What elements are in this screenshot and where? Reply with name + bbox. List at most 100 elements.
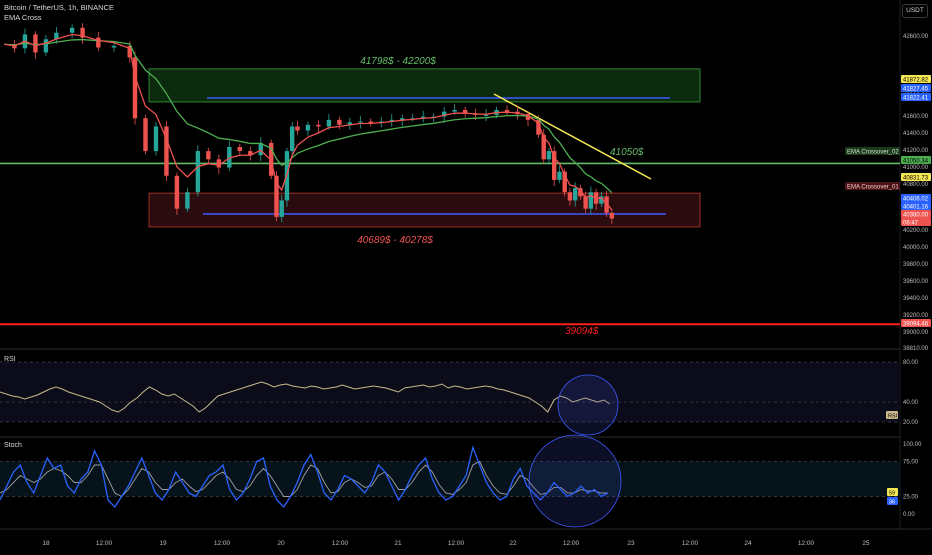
currency-unit-button[interactable]: USDT [902, 4, 928, 18]
top-zone-label: 41798$ - 42200$ [360, 56, 436, 67]
candle-body [462, 110, 468, 114]
candle-body [153, 126, 159, 152]
candle-body [33, 34, 38, 53]
indicator-title[interactable]: EMA Cross [4, 13, 42, 22]
candle-body [483, 114, 489, 116]
price-tick-label: 40800.00 [903, 182, 929, 188]
ema-fast-line [3, 33, 613, 211]
candle-body [536, 119, 541, 135]
rsi-tick-label: 80.00 [903, 360, 919, 366]
price-tag-bg [845, 147, 900, 155]
time-tick-label: 18 [42, 540, 50, 547]
time-tick-label: 12:00 [798, 540, 815, 547]
price-tag-text: 39094.46 [903, 321, 929, 327]
price-tag-text: 41872.82 [903, 77, 929, 83]
candle-body [599, 196, 604, 204]
rsi-band [0, 362, 900, 422]
rsi-title: RSI [4, 356, 16, 363]
price-tag-bg [901, 156, 931, 164]
time-tick-label: 12:00 [682, 540, 699, 547]
rsi-highlight-circle [557, 374, 619, 436]
candle-body [562, 171, 567, 193]
candle-body [195, 151, 201, 193]
candle-body [111, 45, 117, 48]
price-tick-label: 40200.00 [903, 228, 929, 234]
candle-body [174, 175, 180, 209]
candle-body [546, 151, 552, 160]
candle-body [588, 192, 594, 209]
candle-body [421, 116, 426, 119]
price-tag-bg [901, 194, 931, 202]
price-tick-label: 41000.00 [903, 165, 929, 171]
candle-body [541, 134, 546, 160]
candle-body [347, 122, 353, 125]
candle-body [143, 118, 148, 152]
price-tag-bg [901, 173, 931, 181]
price-tag-text: 06:47 [903, 220, 919, 226]
candle-body [305, 124, 311, 131]
price-tag-bg [901, 202, 931, 210]
rsi-tick-label: 20.00 [903, 420, 919, 426]
candle-body [274, 175, 279, 217]
price-tag-text: 40401.16 [903, 204, 929, 210]
rsi-tick-label: 40.00 [903, 400, 919, 406]
candle-body [43, 39, 49, 53]
ema-slow-line [3, 38, 613, 194]
stoch-value-tag [887, 497, 898, 505]
candle-body [504, 110, 510, 112]
price-tag-text: 41822.41 [903, 95, 929, 101]
candle-body [358, 121, 363, 123]
price-tag-text: EMA Crossover_01 [847, 184, 899, 190]
price-tick-label: 40000.00 [903, 245, 929, 251]
candle-body [132, 57, 138, 119]
candle-body [389, 119, 394, 122]
time-tick-label: 12:00 [96, 540, 113, 547]
price-tag-bg [901, 319, 931, 327]
price-tag-bg [845, 182, 900, 190]
time-tick-label: 22 [509, 540, 517, 547]
stoch-k-line [0, 445, 609, 509]
candle-body [227, 147, 232, 168]
candle-body [557, 171, 562, 180]
price-tick-label: 39200.00 [903, 313, 929, 319]
candle-body [337, 119, 342, 125]
candle-body [525, 114, 531, 120]
stoch-tick-label: 0.00 [903, 512, 915, 518]
stoch-value-tag [887, 488, 898, 496]
candle-body [248, 151, 253, 156]
rsi-value-tag [886, 411, 898, 419]
price-tick-label: 39800.00 [903, 262, 929, 268]
price-tag-text: 40831.73 [903, 175, 929, 181]
candle-body [316, 124, 321, 127]
rsi-tag-text: RSI [888, 414, 898, 420]
time-tick-label: 12:00 [214, 540, 231, 547]
candle-body [216, 159, 222, 168]
stoch-tick-label: 100.00 [903, 442, 922, 448]
stoch-tag-text: 36 [889, 499, 895, 505]
candle-body [295, 126, 300, 131]
candle-body [410, 118, 415, 120]
price-tick-label: 41600.00 [903, 114, 929, 120]
symbol-title[interactable]: Bitcoin / TetherUS, 1h, BINANCE [4, 3, 114, 12]
candle-body [609, 212, 615, 219]
price-tag-bg [901, 218, 931, 226]
candle-body [269, 142, 274, 176]
candle-body [96, 37, 101, 48]
top-supply-zone [148, 68, 701, 103]
candle-body [164, 126, 169, 176]
candle-body [593, 192, 599, 204]
price-tag-bg [901, 210, 931, 218]
price-tag-text: 40380.00 [903, 212, 929, 218]
price-tick-label: 39600.00 [903, 279, 929, 285]
resistance-label: 41050$ [610, 147, 644, 158]
candle-body [567, 192, 573, 201]
price-tick-label: 39400.00 [903, 296, 929, 302]
candle-body [441, 111, 447, 117]
support-label: 39094$ [565, 326, 599, 337]
price-tag-bg [901, 93, 931, 101]
time-tick-label: 19 [159, 540, 167, 547]
candle-body [583, 196, 588, 209]
candle-body [185, 192, 190, 209]
candle-body [578, 188, 583, 197]
